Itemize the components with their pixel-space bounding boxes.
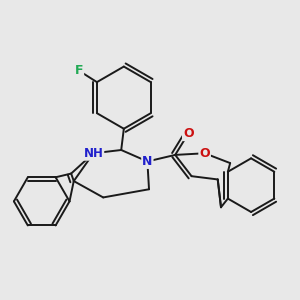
Text: O: O xyxy=(183,127,194,140)
Text: NH: NH xyxy=(83,147,103,160)
Text: N: N xyxy=(142,155,153,168)
Text: O: O xyxy=(199,147,210,160)
Text: F: F xyxy=(75,64,83,77)
